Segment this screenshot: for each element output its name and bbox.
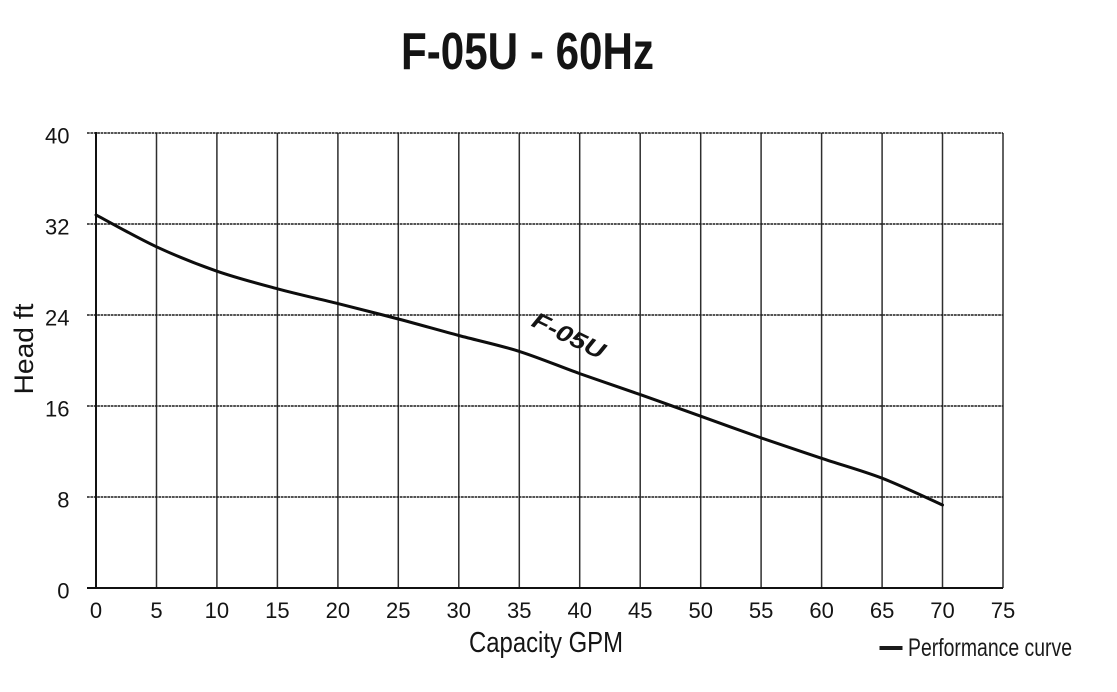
svg-text:F-05U - 60Hz: F-05U - 60Hz (401, 23, 654, 81)
svg-text:70: 70 (930, 598, 954, 623)
svg-text:24: 24 (45, 306, 69, 331)
svg-text:35: 35 (507, 598, 531, 623)
svg-text:0: 0 (90, 598, 102, 623)
svg-text:65: 65 (870, 598, 894, 623)
svg-text:32: 32 (45, 215, 69, 240)
svg-text:40: 40 (567, 598, 591, 623)
svg-text:20: 20 (326, 598, 350, 623)
svg-text:45: 45 (628, 598, 652, 623)
svg-text:15: 15 (265, 598, 289, 623)
svg-text:50: 50 (688, 598, 712, 623)
svg-text:Head ft: Head ft (9, 303, 39, 395)
svg-text:16: 16 (45, 397, 69, 422)
svg-text:0: 0 (57, 579, 69, 604)
svg-text:60: 60 (809, 598, 833, 623)
svg-text:Performance curve: Performance curve (908, 634, 1072, 662)
svg-text:5: 5 (150, 598, 162, 623)
svg-text:30: 30 (447, 598, 471, 623)
svg-text:Capacity GPM: Capacity GPM (469, 627, 623, 659)
svg-text:8: 8 (57, 488, 69, 513)
svg-text:25: 25 (386, 598, 410, 623)
svg-text:55: 55 (749, 598, 773, 623)
svg-text:10: 10 (205, 598, 229, 623)
svg-text:75: 75 (991, 598, 1015, 623)
svg-text:40: 40 (45, 124, 69, 149)
